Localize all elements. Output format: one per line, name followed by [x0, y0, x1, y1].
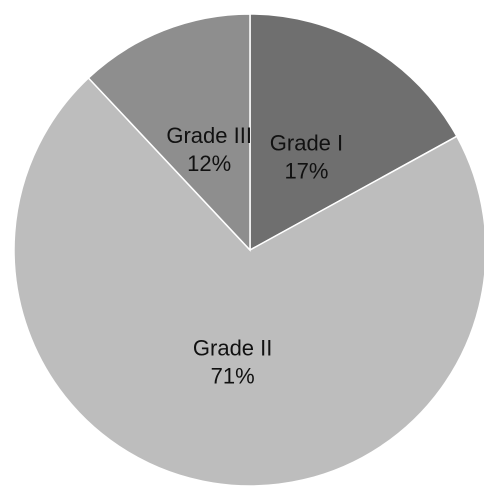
slice-percent-label-grade-ii: 71%	[211, 364, 255, 389]
slice-category-label-grade-ii: Grade II	[193, 336, 272, 361]
slice-percent-label-grade-iii: 12%	[187, 151, 231, 176]
pie-labels: Grade I 17% Grade II 71% Grade III 12%	[166, 123, 343, 389]
pie-slice-grade-ii	[13, 76, 484, 487]
pie-slices	[13, 13, 484, 487]
pie-slice-grade-i	[249, 13, 458, 252]
pie-slice-grade-iii	[87, 13, 251, 252]
slice-percent-label-grade-i: 17%	[284, 159, 328, 184]
slice-category-label-grade-i: Grade I	[270, 131, 343, 156]
slice-category-label-grade-iii: Grade III	[166, 123, 252, 148]
